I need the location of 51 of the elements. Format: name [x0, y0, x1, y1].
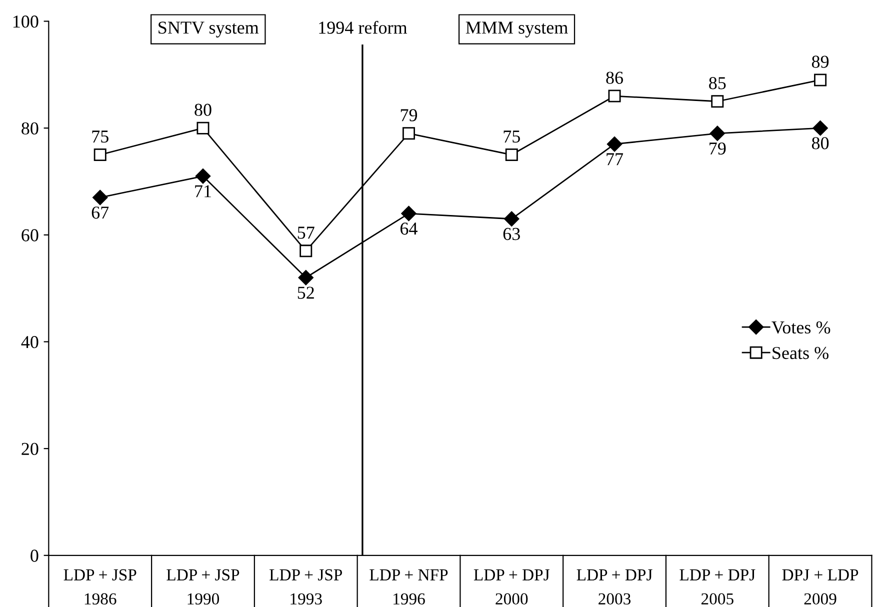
- point: [195, 168, 211, 184]
- annotation: 1994 reform: [319, 20, 408, 34]
- y-tick-label: 100: [13, 16, 38, 28]
- point: [402, 127, 416, 140]
- point: [92, 190, 108, 206]
- x-tick-label: LDP + DPJ 2003: [576, 569, 652, 605]
- x-tick-label: DPJ + LDP 2009: [782, 569, 858, 605]
- data-label: 75: [504, 130, 520, 143]
- data-label: 57: [298, 226, 314, 239]
- data-label: 75: [92, 130, 108, 143]
- y-tick-label: 80: [22, 122, 38, 135]
- point: [505, 148, 518, 162]
- data-label: 80: [812, 137, 829, 150]
- x-tick-label: LDP + JSP 1986: [64, 569, 136, 605]
- y-tick-label: 20: [22, 442, 38, 456]
- point: [710, 126, 725, 141]
- point: [300, 244, 312, 258]
- y-tick-label: 0: [30, 550, 38, 562]
- point: [608, 90, 621, 102]
- point: [814, 74, 827, 86]
- legend-label: Votes %: [772, 321, 830, 334]
- point: [196, 122, 210, 134]
- data-label: 89: [812, 56, 829, 68]
- x-tick-label: LDP + JSP 1990: [166, 569, 240, 605]
- data-label: 79: [710, 142, 726, 155]
- data-label: 85: [709, 77, 726, 90]
- point: [94, 148, 106, 162]
- point: [812, 120, 828, 136]
- data-label: 79: [400, 109, 418, 122]
- point: [711, 95, 724, 108]
- legend-label: Seats %: [772, 346, 828, 360]
- point: [298, 270, 314, 286]
- data-label: 77: [606, 153, 624, 166]
- point: [401, 206, 416, 222]
- annotation: MMM system: [466, 22, 568, 38]
- data-label: 86: [606, 72, 624, 84]
- data-label: 63: [503, 228, 520, 240]
- annotation: SNTV system: [158, 22, 259, 38]
- data-label: 64: [400, 222, 418, 235]
- data-label: 52: [298, 286, 314, 299]
- point: [606, 136, 622, 152]
- data-label: 71: [195, 185, 211, 198]
- point: [504, 211, 520, 226]
- y-tick-label: 40: [21, 336, 38, 348]
- data-label: 67: [92, 206, 109, 219]
- data-label: 80: [194, 104, 212, 116]
- x-tick-label: LDP + JSP 1993: [270, 569, 342, 605]
- x-tick-label: LDP + NFP 1996: [370, 569, 448, 605]
- x-tick-label: LDP + DPJ 2000: [474, 569, 550, 605]
- y-tick-label: 60: [22, 229, 38, 242]
- x-tick-label: LDP + DPJ 2005: [680, 569, 756, 605]
